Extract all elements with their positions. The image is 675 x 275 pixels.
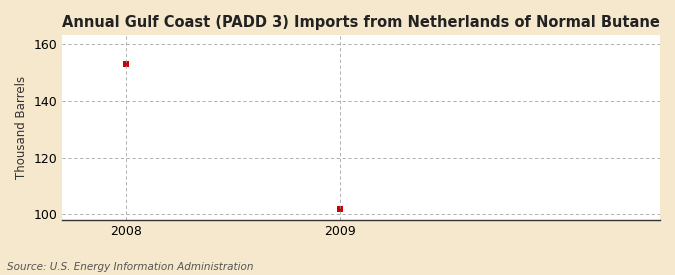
Text: Source: U.S. Energy Information Administration: Source: U.S. Energy Information Administ…	[7, 262, 253, 272]
Y-axis label: Thousand Barrels: Thousand Barrels	[15, 76, 28, 179]
Title: Annual Gulf Coast (PADD 3) Imports from Netherlands of Normal Butane: Annual Gulf Coast (PADD 3) Imports from …	[62, 15, 660, 30]
